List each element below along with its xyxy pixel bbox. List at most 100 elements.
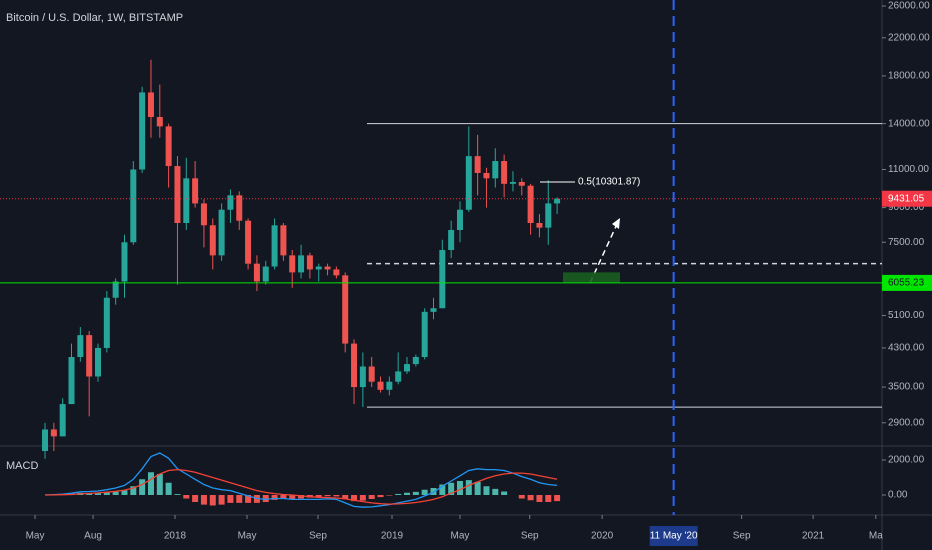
y-tick-label: 26000.00 (888, 1, 930, 12)
candle-body (474, 156, 481, 173)
candle-body (112, 281, 119, 298)
histogram-bar (474, 481, 481, 495)
macd-line (44, 452, 558, 508)
histogram-bar (315, 494, 322, 498)
fib-label: 0.5(10301.87) (578, 177, 640, 188)
y-tick-label: 11000.00 (888, 164, 929, 175)
y-tick-label: 9000.00 (888, 202, 925, 213)
histogram-bar (262, 494, 269, 502)
candle-body (183, 178, 190, 223)
candle-body (209, 225, 216, 256)
y-tick-label: 2000.00 (888, 455, 925, 466)
x-tick-label: Sep (733, 531, 751, 542)
candle-body (536, 222, 543, 228)
histogram-bar (227, 494, 234, 503)
candle-body (306, 255, 313, 270)
histogram-bar (404, 492, 411, 495)
candle-body (130, 169, 137, 243)
histogram-bar (271, 494, 278, 500)
price-label: 9431.05 (888, 193, 925, 204)
candle-body (86, 335, 93, 377)
histogram-bar (412, 491, 419, 495)
histogram-bar (183, 494, 190, 499)
candle-body (465, 156, 472, 210)
candle-body (518, 181, 525, 186)
candle-body (377, 381, 384, 390)
histogram-bar (289, 494, 296, 500)
x-tick-label: Aug (84, 531, 102, 542)
candle-body (59, 404, 66, 437)
histogram-bar (200, 494, 207, 505)
candle-body (483, 172, 490, 179)
candle-body (200, 203, 207, 226)
candle-body (262, 266, 269, 282)
histogram-bar (245, 494, 252, 503)
x-tick-label: Sep (521, 531, 539, 542)
candle-body (448, 229, 455, 251)
histogram-bar (421, 489, 428, 495)
candle-body (554, 198, 561, 204)
histogram-bar (192, 494, 199, 502)
price-label: 6055.23 (888, 278, 925, 289)
x-tick-label: May (26, 531, 45, 542)
macd-line (44, 468, 558, 505)
candle-body (395, 371, 402, 382)
y-tick-label: 5100.00 (888, 310, 925, 321)
candle-body (139, 92, 146, 170)
histogram-bar (351, 494, 358, 502)
candle-body (253, 263, 260, 282)
y-tick-label: 14000.00 (888, 118, 930, 129)
target-zone (563, 272, 620, 283)
candle-body (333, 269, 340, 276)
chart-title: Bitcoin / U.S. Dollar, 1W, BITSTAMP (6, 12, 183, 24)
candle-body (218, 209, 225, 256)
x-tick-label: 2021 (802, 531, 825, 542)
candle-body (509, 181, 516, 184)
candle-body (156, 116, 163, 127)
histogram-bar (156, 474, 163, 495)
candle-body (412, 356, 419, 365)
histogram-bar (554, 494, 561, 502)
histogram-bar (280, 494, 287, 500)
y-tick-label: 0.00 (888, 490, 908, 501)
histogram-bar (236, 494, 243, 503)
candle-body (147, 92, 154, 117)
candle-body (298, 255, 305, 273)
histogram-bar (342, 494, 349, 500)
histogram-bar (377, 494, 384, 498)
histogram-bar (430, 487, 437, 495)
x-tick-label: 2020 (591, 531, 614, 542)
candle-body (289, 255, 296, 273)
histogram-bar (439, 484, 446, 495)
histogram-bar (209, 494, 216, 506)
price-label-box (882, 274, 932, 291)
candle-body (492, 161, 499, 179)
candle-body (95, 347, 101, 377)
histogram-bar (448, 482, 455, 495)
candle-body (351, 343, 358, 388)
histogram-bar (112, 491, 119, 495)
y-tick-label: 18000.00 (888, 71, 930, 82)
candle-body (386, 381, 393, 390)
histogram-bar (359, 494, 366, 501)
candle-body (456, 209, 463, 230)
candle-body (77, 335, 84, 357)
histogram-bar (456, 481, 463, 495)
candle-body (42, 429, 49, 451)
candle-body (68, 356, 75, 405)
histogram-bar (298, 494, 305, 499)
candle-body (271, 225, 278, 267)
histogram-bar (368, 494, 375, 500)
candle-body (280, 225, 287, 256)
y-tick-label: 7500.00 (888, 237, 925, 248)
price-label-box (882, 190, 932, 207)
candle-body (192, 178, 199, 204)
candle-body (359, 366, 366, 388)
candle-body (342, 275, 349, 344)
candle-body (227, 195, 234, 210)
date-marker-box (649, 526, 698, 546)
histogram-bar (465, 480, 472, 495)
x-tick-label: Ma (869, 531, 883, 542)
